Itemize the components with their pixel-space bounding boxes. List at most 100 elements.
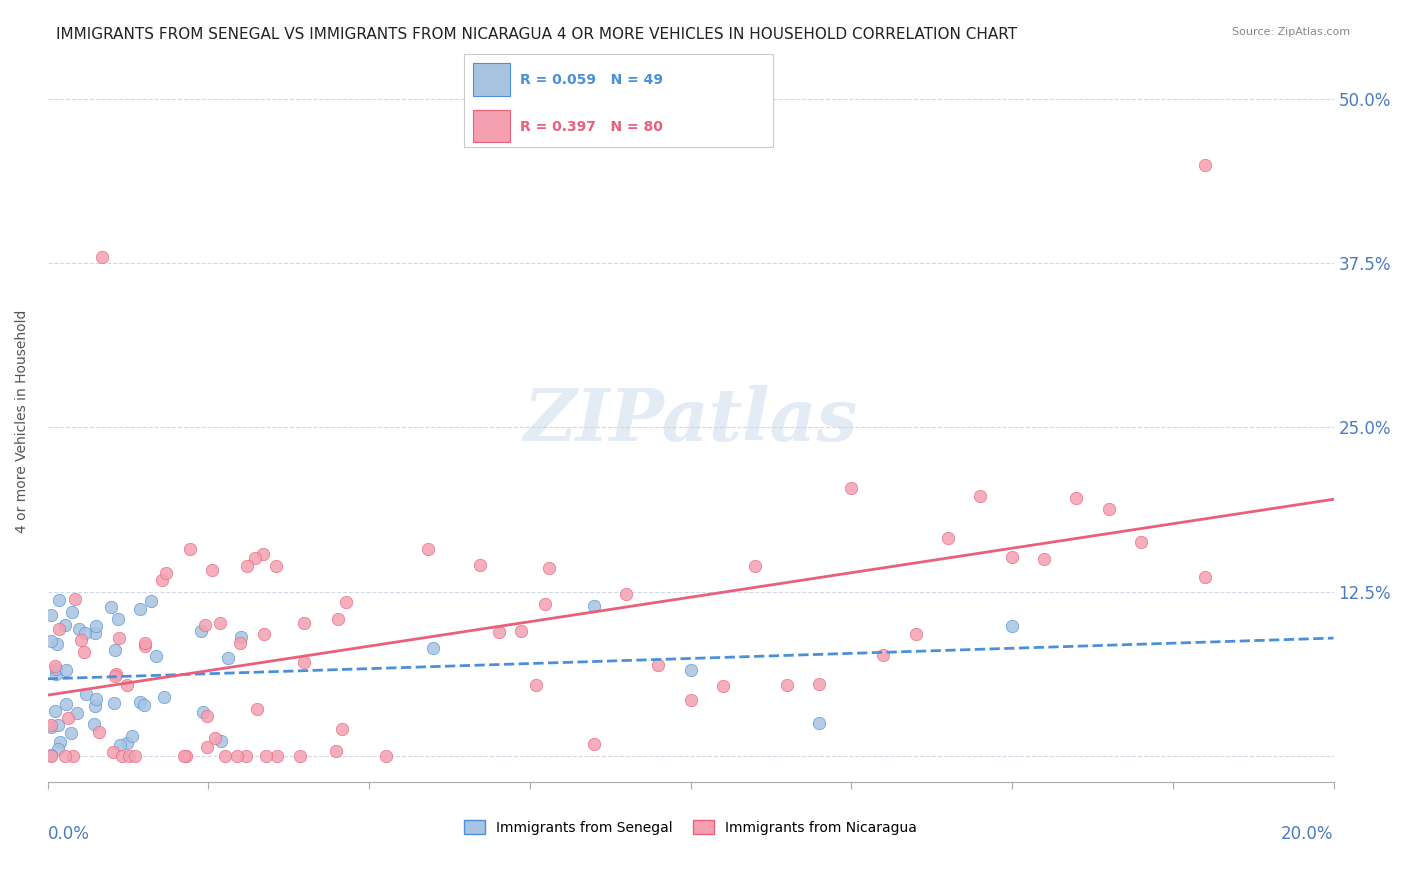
Immigrants from Nicaragua bbox=[87, 725, 110, 739]
Immigrants from Senegal bbox=[100, 599, 122, 614]
Immigrants from Senegal bbox=[209, 734, 232, 748]
Immigrants from Senegal bbox=[67, 622, 90, 636]
Immigrants from Nicaragua bbox=[53, 748, 76, 763]
Immigrants from Nicaragua bbox=[325, 744, 347, 758]
Immigrants from Senegal bbox=[129, 695, 152, 709]
Immigrants from Nicaragua bbox=[39, 717, 62, 731]
Immigrants from Nicaragua bbox=[243, 551, 266, 566]
Immigrants from Senegal bbox=[48, 593, 70, 607]
Immigrants from Nicaragua bbox=[252, 548, 274, 562]
Immigrants from Nicaragua bbox=[679, 693, 702, 707]
Immigrants from Nicaragua bbox=[328, 612, 350, 626]
Immigrants from Nicaragua bbox=[872, 648, 894, 662]
Immigrants from Nicaragua bbox=[744, 558, 766, 573]
Immigrants from Nicaragua bbox=[534, 598, 557, 612]
Immigrants from Senegal bbox=[44, 705, 66, 719]
Immigrants from Senegal bbox=[86, 691, 108, 706]
Immigrants from Nicaragua bbox=[69, 633, 91, 648]
Immigrants from Nicaragua bbox=[104, 669, 127, 683]
Immigrants from Nicaragua bbox=[214, 748, 236, 763]
Immigrants from Nicaragua bbox=[235, 748, 257, 763]
Immigrants from Senegal bbox=[103, 697, 125, 711]
Immigrants from Senegal bbox=[39, 747, 62, 762]
Immigrants from Senegal bbox=[121, 729, 143, 743]
Immigrants from Nicaragua bbox=[1066, 491, 1088, 506]
Text: R = 0.397   N = 80: R = 0.397 N = 80 bbox=[520, 120, 662, 134]
Immigrants from Nicaragua bbox=[1097, 502, 1119, 516]
Bar bbox=[474, 62, 510, 95]
Immigrants from Senegal bbox=[39, 607, 62, 622]
Immigrants from Nicaragua bbox=[179, 541, 201, 556]
Immigrants from Nicaragua bbox=[1001, 549, 1024, 564]
Immigrants from Nicaragua bbox=[1194, 570, 1216, 584]
Immigrants from Senegal bbox=[60, 726, 83, 740]
Immigrants from Senegal bbox=[191, 705, 214, 719]
Immigrants from Nicaragua bbox=[1129, 535, 1152, 549]
Immigrants from Nicaragua bbox=[904, 626, 927, 640]
Immigrants from Nicaragua bbox=[524, 678, 547, 692]
Immigrants from Nicaragua bbox=[254, 748, 277, 763]
Immigrants from Nicaragua bbox=[936, 531, 959, 545]
Immigrants from Nicaragua bbox=[48, 622, 70, 636]
Immigrants from Nicaragua bbox=[90, 250, 112, 264]
Immigrants from Nicaragua bbox=[150, 573, 173, 587]
Immigrants from Nicaragua bbox=[808, 677, 831, 691]
Legend: Immigrants from Senegal, Immigrants from Nicaragua: Immigrants from Senegal, Immigrants from… bbox=[458, 814, 922, 840]
Immigrants from Nicaragua bbox=[195, 739, 218, 754]
Immigrants from Nicaragua bbox=[195, 709, 218, 723]
Immigrants from Nicaragua bbox=[509, 624, 531, 639]
Immigrants from Senegal bbox=[45, 663, 67, 677]
Immigrants from Nicaragua bbox=[538, 561, 561, 575]
Immigrants from Nicaragua bbox=[62, 748, 84, 763]
Immigrants from Senegal bbox=[46, 637, 69, 651]
Text: IMMIGRANTS FROM SENEGAL VS IMMIGRANTS FROM NICARAGUA 4 OR MORE VEHICLES IN HOUSE: IMMIGRANTS FROM SENEGAL VS IMMIGRANTS FR… bbox=[56, 27, 1018, 42]
Bar bbox=[474, 110, 510, 143]
Immigrants from Nicaragua bbox=[173, 748, 195, 763]
Immigrants from Nicaragua bbox=[470, 558, 492, 572]
Immigrants from Senegal bbox=[73, 626, 96, 640]
Immigrants from Senegal bbox=[55, 663, 77, 677]
Immigrants from Senegal bbox=[229, 631, 252, 645]
Immigrants from Nicaragua bbox=[375, 748, 398, 763]
Immigrants from Nicaragua bbox=[73, 644, 96, 658]
Immigrants from Nicaragua bbox=[204, 731, 226, 745]
Immigrants from Nicaragua bbox=[418, 541, 440, 556]
Immigrants from Nicaragua bbox=[56, 711, 79, 725]
Immigrants from Nicaragua bbox=[103, 745, 125, 759]
Immigrants from Senegal bbox=[108, 738, 131, 752]
Immigrants from Nicaragua bbox=[44, 658, 66, 673]
Immigrants from Nicaragua bbox=[229, 636, 252, 650]
Immigrants from Nicaragua bbox=[292, 655, 315, 669]
Immigrants from Senegal bbox=[107, 611, 129, 625]
Immigrants from Nicaragua bbox=[711, 679, 734, 693]
Immigrants from Nicaragua bbox=[208, 615, 231, 630]
Immigrants from Senegal bbox=[104, 643, 127, 657]
Immigrants from Nicaragua bbox=[108, 631, 131, 645]
Immigrants from Senegal bbox=[39, 720, 62, 734]
Immigrants from Senegal bbox=[141, 594, 163, 608]
Immigrants from Nicaragua bbox=[39, 748, 62, 763]
Immigrants from Nicaragua bbox=[488, 624, 510, 639]
Immigrants from Senegal bbox=[153, 690, 176, 705]
Immigrants from Senegal bbox=[145, 648, 167, 663]
Immigrants from Nicaragua bbox=[117, 748, 139, 763]
Immigrants from Senegal bbox=[190, 624, 212, 639]
Immigrants from Senegal bbox=[132, 698, 155, 712]
Immigrants from Senegal bbox=[115, 736, 138, 750]
Immigrants from Nicaragua bbox=[288, 748, 311, 763]
Immigrants from Nicaragua bbox=[105, 667, 128, 681]
Immigrants from Nicaragua bbox=[1033, 551, 1056, 566]
Immigrants from Senegal bbox=[46, 741, 69, 756]
Immigrants from Nicaragua bbox=[134, 639, 156, 653]
Immigrants from Nicaragua bbox=[65, 592, 87, 607]
Immigrants from Senegal bbox=[422, 641, 444, 656]
Text: 20.0%: 20.0% bbox=[1281, 825, 1333, 844]
Immigrants from Senegal bbox=[75, 687, 97, 701]
Immigrants from Nicaragua bbox=[201, 563, 224, 577]
Immigrants from Senegal bbox=[84, 619, 107, 633]
Immigrants from Senegal bbox=[217, 651, 239, 665]
Immigrants from Senegal bbox=[46, 718, 69, 732]
Immigrants from Nicaragua bbox=[292, 616, 315, 631]
Text: 0.0%: 0.0% bbox=[48, 825, 90, 844]
Immigrants from Nicaragua bbox=[266, 748, 288, 763]
